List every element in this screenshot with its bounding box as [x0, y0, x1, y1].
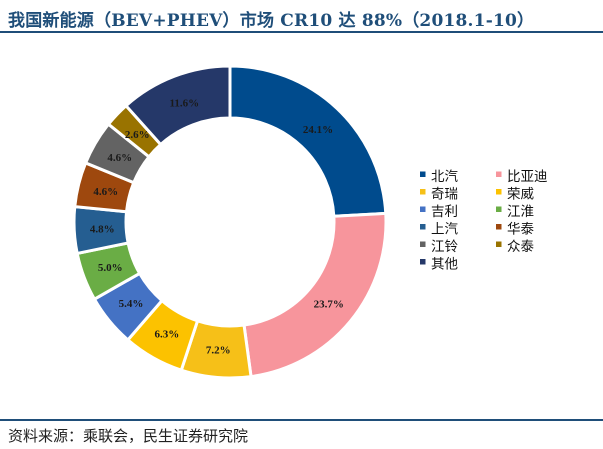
legend-label-2: 比亚迪	[507, 169, 548, 185]
legend-swatch-11	[420, 259, 426, 265]
legend-label-6: 江淮	[507, 204, 534, 220]
legend-item-6: 江淮	[496, 204, 534, 220]
donut-slices	[72, 64, 388, 380]
legend-label-5: 吉利	[431, 204, 458, 220]
legend-swatch-10	[496, 241, 502, 247]
legend-label-3: 奇瑞	[431, 186, 458, 203]
slice-6-data-label: 5.0%	[98, 262, 123, 274]
slice-2-data-label: 23.7%	[314, 299, 344, 311]
slice-11-arc	[123, 64, 232, 147]
legend-label-7: 上汽	[431, 222, 458, 238]
legend-swatch-5	[420, 206, 426, 212]
legend-item-4: 荣威	[496, 187, 535, 203]
legend-item-9: 江铃	[420, 239, 458, 255]
legend-item-11: 其他	[420, 257, 458, 273]
legend-label-4: 荣威	[507, 187, 535, 203]
legend-label-8: 华泰	[507, 222, 535, 238]
legend-item-10: 众泰	[496, 239, 535, 255]
legend-label-10: 众泰	[507, 239, 535, 255]
title-divider	[0, 31, 603, 33]
legend-swatch-8	[496, 224, 502, 230]
legend-item-3: 奇瑞	[420, 186, 458, 203]
slice-2-arc	[242, 211, 388, 379]
legend-swatch-7	[420, 224, 426, 230]
legend-swatch-2	[496, 171, 502, 177]
legend-label-9: 江铃	[431, 239, 458, 255]
legend-swatch-3	[420, 189, 426, 195]
source-note: 资料来源：乘联会，民生证券研究院	[8, 427, 249, 445]
legend-swatch-6	[496, 206, 502, 212]
source-divider	[0, 419, 603, 421]
data-labels: 24.1% 23.7% 7.2% 6.3% 5.4% 5.0% 4.8% 4.6% 4.6% 2.…	[90, 97, 344, 356]
slice-1-arc	[228, 64, 388, 218]
legend-item-2: 比亚迪	[496, 169, 548, 185]
legend-swatch-1	[420, 171, 426, 177]
legend-label-1: 北汽	[431, 169, 458, 185]
slice-4-data-label: 6.3%	[155, 328, 180, 340]
slice-10-data-label: 2.6%	[125, 129, 150, 141]
legend-item-5: 吉利	[420, 204, 458, 220]
slice-11-data-label: 11.6%	[169, 97, 199, 109]
chart-title: 我国新能源（BEV+PHEV）市场 CR10 达 88%（2018.1-10）	[8, 11, 535, 31]
legend-label-11: 其他	[431, 257, 458, 273]
slice-7-data-label: 4.8%	[90, 224, 115, 236]
legend-item-7: 上汽	[420, 222, 458, 238]
slice-1-data-label: 24.1%	[303, 124, 333, 136]
legend-item-8: 华泰	[496, 222, 535, 238]
legend-item-1: 北汽	[420, 169, 458, 185]
slice-5-data-label: 5.4%	[119, 298, 144, 310]
legend-swatch-4	[496, 189, 502, 195]
legend-swatch-9	[420, 241, 426, 247]
slice-3-data-label: 7.2%	[206, 345, 231, 357]
slice-9-data-label: 4.6%	[107, 152, 132, 164]
slice-8-data-label: 4.6%	[93, 186, 118, 198]
